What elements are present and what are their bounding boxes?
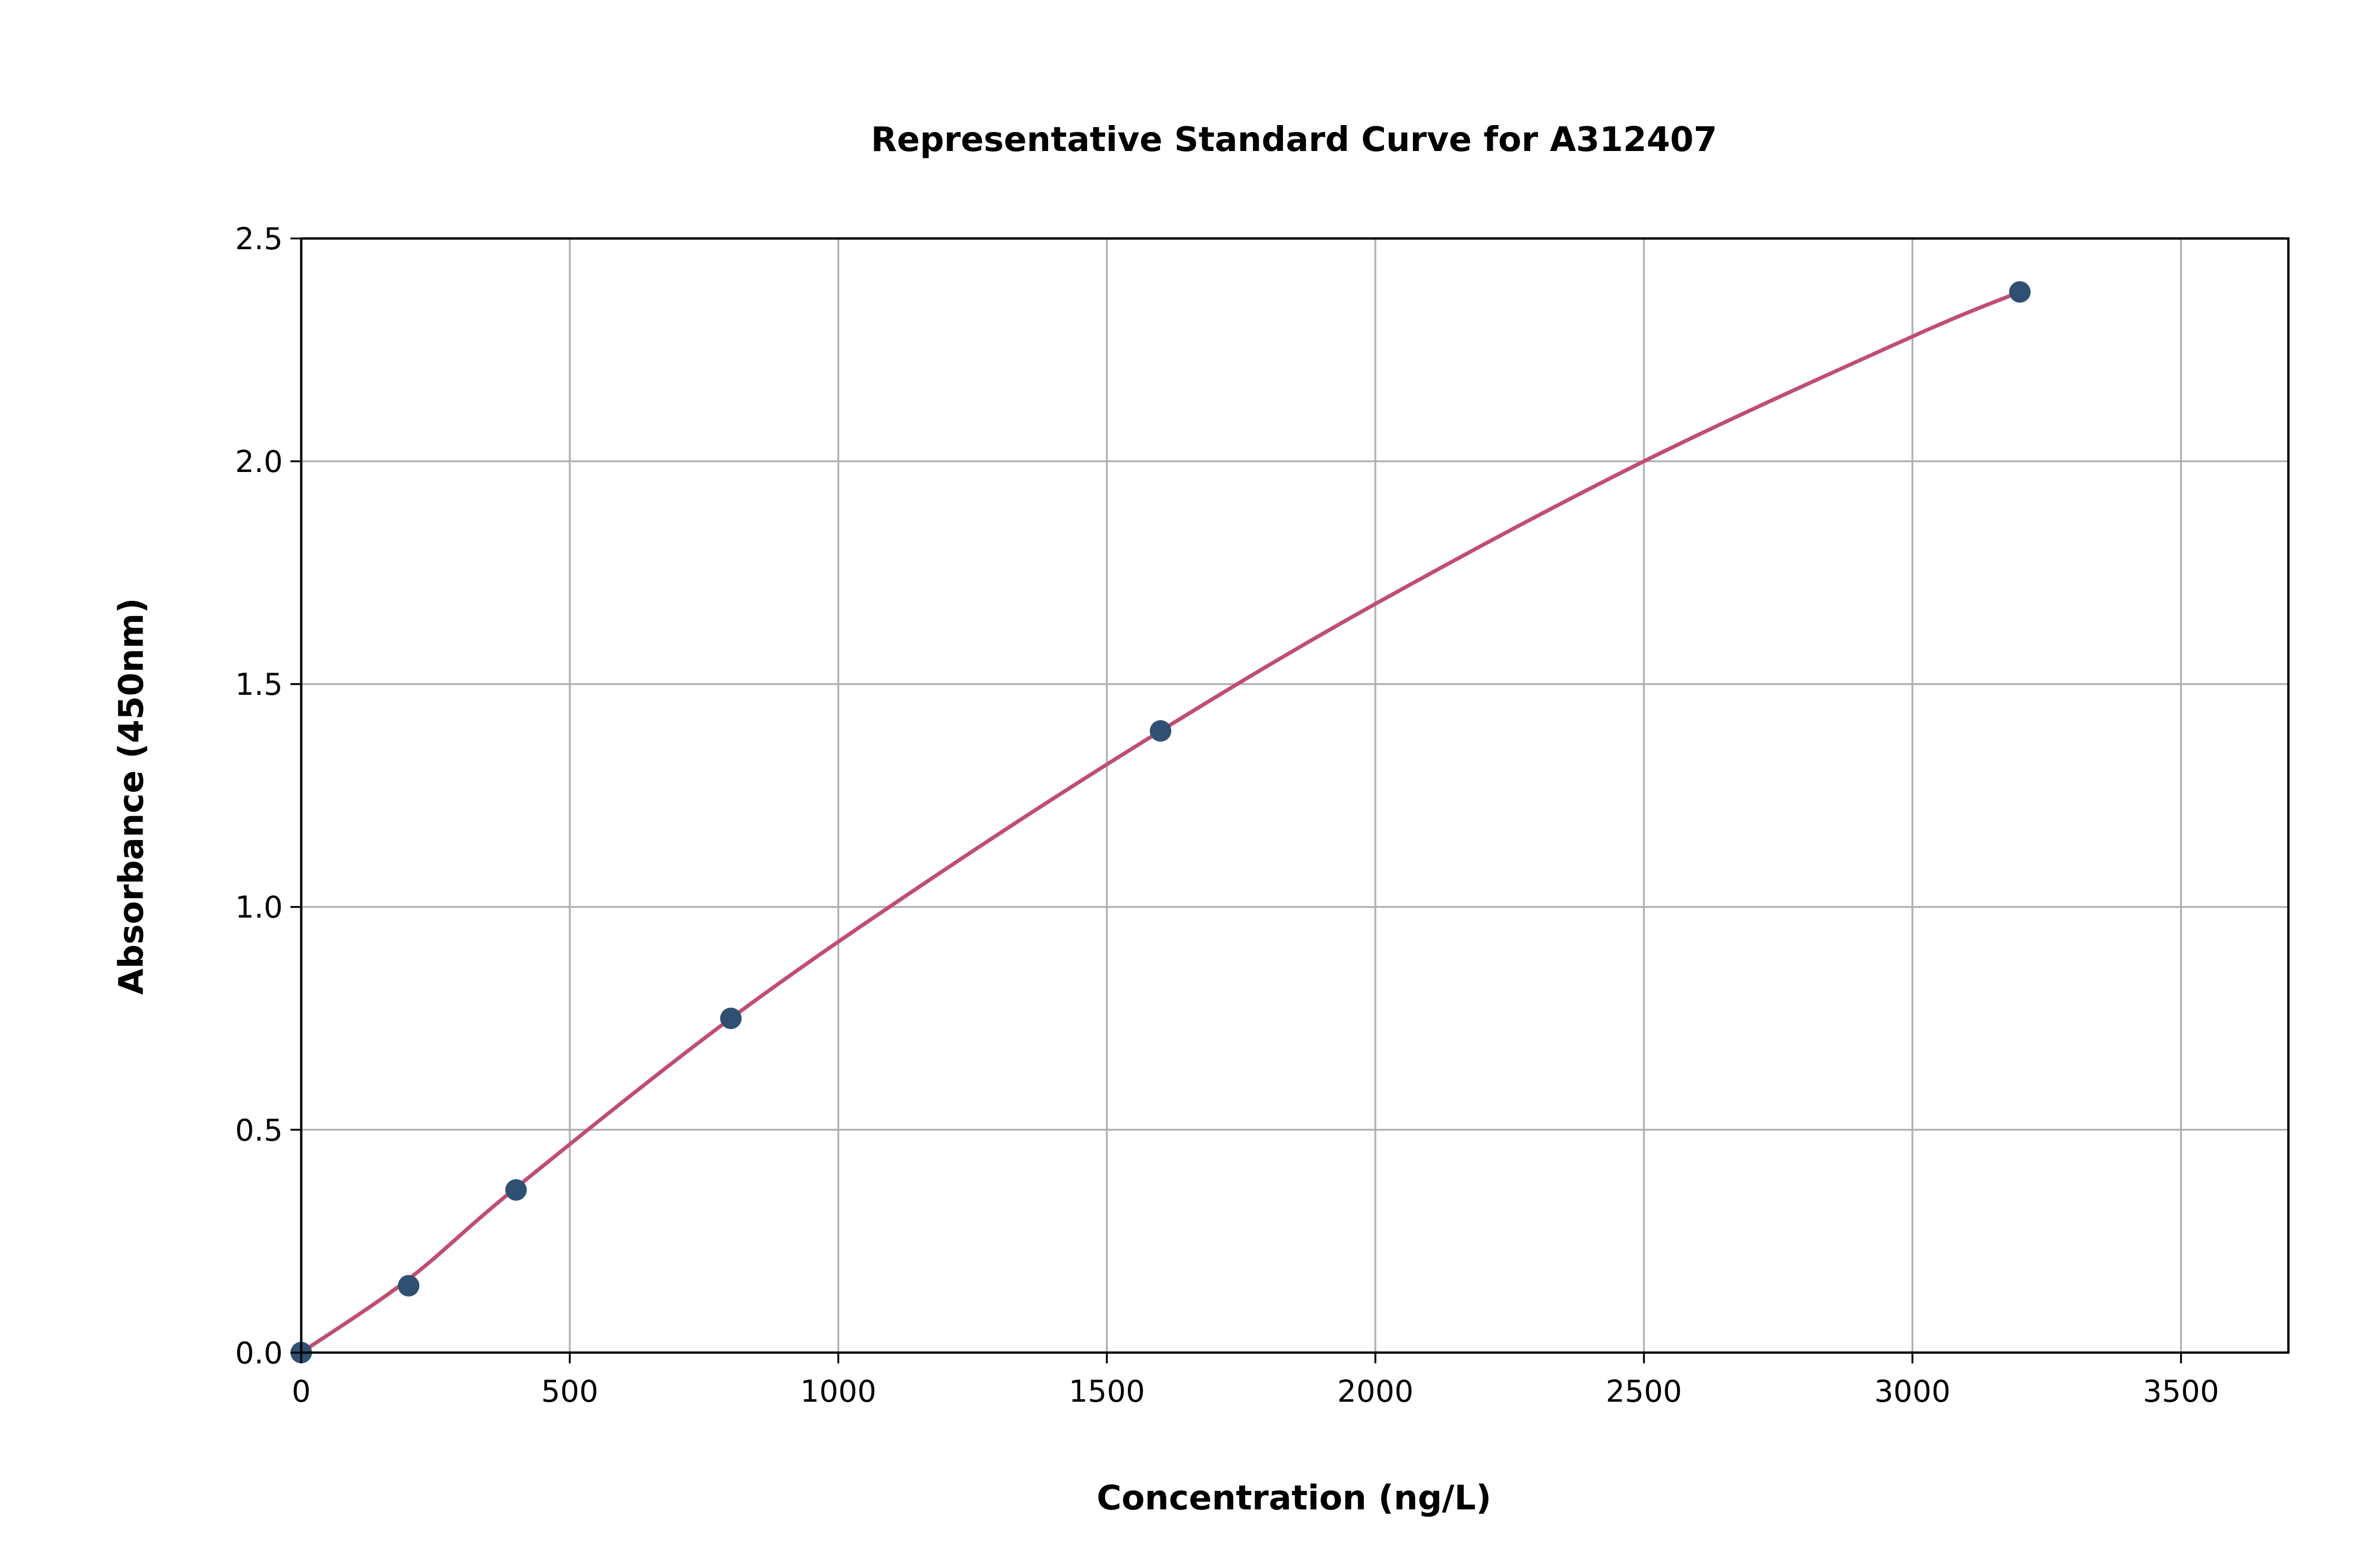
x-tick-label: 500 [541,1374,598,1409]
y-tick-label: 2.0 [235,445,282,479]
x-tick-label: 2500 [1606,1374,1682,1409]
data-point [505,1179,527,1201]
x-tick-label: 1500 [1069,1374,1145,1409]
y-tick-label: 1.5 [235,667,282,702]
plot-frame [300,237,2290,1354]
fit-curve-group [300,290,2021,1354]
fit-curve [300,290,2021,1354]
y-tick-label: 2.5 [235,222,282,257]
x-axis-ticks: 0 500 1000 1500 2000 2500 3000 3500 [291,1352,2219,1409]
x-tick-label: 0 [291,1374,310,1409]
y-tick-label: 0.5 [235,1113,282,1148]
x-tick-label: 3000 [1874,1374,1950,1409]
y-tick-label: 1.0 [235,890,282,925]
data-point [1149,720,1172,742]
y-tick-label: 0.0 [235,1336,282,1371]
x-tick-label: 1000 [800,1374,876,1409]
y-axis-label: Absorbance (450nm) [112,598,152,995]
data-point [2009,281,2031,303]
chart-title: Representative Standard Curve for A31240… [871,120,1718,159]
x-axis-label: Concentration (ng/L) [1097,1479,1491,1518]
x-tick-label: 3500 [2143,1374,2219,1409]
grid [300,237,2289,1354]
x-tick-label: 2000 [1337,1374,1413,1409]
data-point [398,1274,420,1297]
data-points [290,281,2031,1364]
y-axis-ticks: 0.0 0.5 1.0 1.5 2.0 2.5 [235,222,301,1371]
data-point [720,1007,742,1029]
